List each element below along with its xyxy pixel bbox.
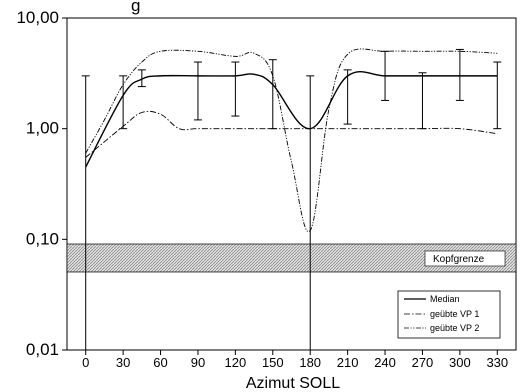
series-line-vp1: [85, 110, 498, 158]
x-tick-label: 30: [116, 355, 130, 370]
x-tick-label: 300: [449, 355, 471, 370]
y-tick-label: 10,00: [16, 8, 59, 27]
title-fragment: g: [131, 0, 140, 15]
x-tick-label: 240: [374, 355, 396, 370]
legend-entry-vp1: geübte VP 1: [430, 309, 479, 319]
band-label: Kopfgrenze: [433, 254, 485, 265]
x-axis-ticks: 0 30 60 90 120 150 180 210 240 270 300 330: [82, 350, 508, 370]
y-tick-label: 1,00: [26, 119, 59, 138]
x-tick-label: 120: [225, 355, 247, 370]
y-axis-ticks: 0,01 0,10 1,00 10,00: [16, 8, 67, 359]
x-tick-label: 60: [153, 355, 167, 370]
y-tick-label: 0,01: [26, 340, 59, 359]
legend-entry-median: Median: [430, 294, 460, 304]
y-tick-label: 0,10: [26, 229, 59, 248]
x-tick-label: 180: [299, 355, 321, 370]
x-tick-label: 330: [486, 355, 508, 370]
series-line-median: [85, 70, 498, 168]
band-label-box: [424, 250, 506, 267]
series-lines: [85, 48, 498, 233]
legend: Median geübte VP 1 geübte VP 2: [397, 290, 501, 339]
legend-entry-vp2: geübte VP 2: [430, 323, 479, 333]
x-axis-label: Azimut SOLL: [246, 375, 340, 392]
x-tick-label: 270: [412, 355, 434, 370]
kopfgrenze-band: Kopfgrenze: [66, 243, 517, 273]
x-tick-label: 90: [191, 355, 205, 370]
x-tick-label: 0: [82, 355, 89, 370]
x-tick-label: 150: [262, 355, 284, 370]
x-tick-label: 210: [337, 355, 359, 370]
series-line-vp2: [85, 48, 498, 233]
